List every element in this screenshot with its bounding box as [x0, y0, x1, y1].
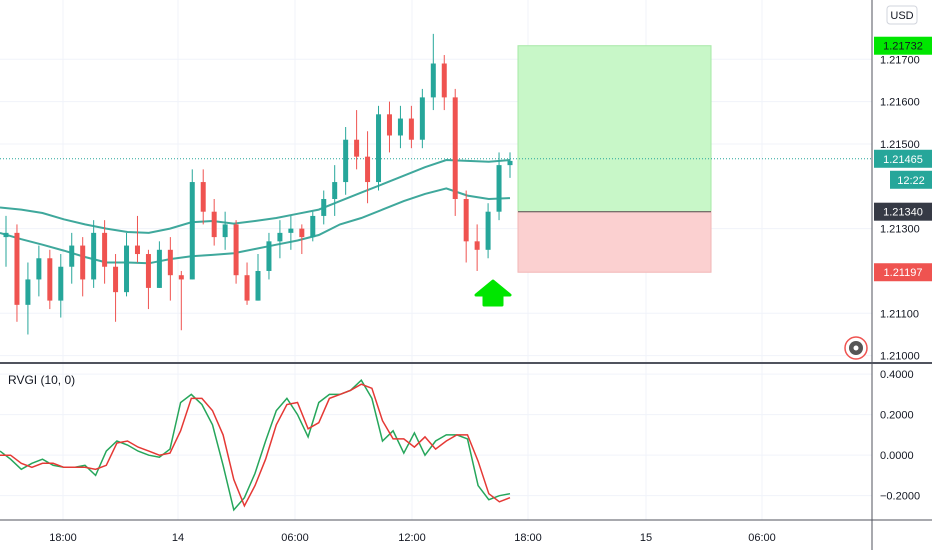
rvgi-line	[0, 379, 511, 512]
candle-body[interactable]	[244, 275, 250, 301]
x-tick-label: 14	[172, 532, 184, 544]
currency-label: USD	[890, 10, 913, 22]
candle-body[interactable]	[113, 266, 119, 293]
candle-body[interactable]	[69, 245, 75, 267]
candle-body[interactable]	[189, 182, 195, 280]
candle-body[interactable]	[463, 198, 469, 242]
candle-body[interactable]	[277, 232, 283, 242]
candle-body[interactable]	[354, 139, 360, 157]
candle-body[interactable]	[134, 245, 140, 255]
candle-body[interactable]	[485, 211, 491, 250]
candle-body[interactable]	[255, 270, 261, 301]
candle-body[interactable]	[365, 156, 371, 183]
indicator-title: RVGI (10, 0)	[8, 373, 75, 387]
position-zones	[0, 45, 872, 273]
signal-line	[0, 383, 511, 508]
candle-body[interactable]	[452, 97, 458, 199]
candle-body[interactable]	[58, 266, 64, 301]
candle-body[interactable]	[441, 63, 447, 98]
stop-zone	[517, 211, 712, 273]
candle-body[interactable]	[266, 241, 272, 271]
target-price-label-background	[874, 36, 932, 55]
candle-body[interactable]	[167, 249, 173, 276]
indicator-y-tick-label: −0.2000	[880, 491, 920, 503]
candle-body[interactable]	[419, 97, 425, 140]
candle-body[interactable]	[233, 224, 239, 276]
candle-body[interactable]	[156, 249, 162, 288]
settings-button[interactable]	[844, 336, 868, 360]
candle-body[interactable]	[145, 254, 151, 288]
indicator-y-tick-label: 0.0000	[880, 450, 914, 462]
y-tick-label: 1.21500	[880, 139, 920, 151]
candle-body[interactable]	[91, 232, 97, 280]
candle-body[interactable]	[376, 114, 382, 183]
candle-body[interactable]	[507, 160, 513, 166]
candle-body[interactable]	[332, 182, 338, 199]
candle-body[interactable]	[211, 211, 217, 238]
candle-body[interactable]	[408, 118, 414, 140]
candle-body[interactable]	[310, 215, 316, 238]
candle-body[interactable]	[102, 232, 108, 267]
y-tick-label: 1.21700	[880, 54, 920, 66]
indicator-y-tick-label: 0.2000	[880, 410, 914, 422]
candle-body[interactable]	[80, 245, 86, 280]
target-zone	[517, 45, 712, 213]
x-tick-label: 18:00	[514, 532, 542, 544]
y-tick-label: 1.21000	[880, 351, 920, 363]
y-tick-label: 1.21100	[880, 308, 919, 320]
y-tick-label: 1.21600	[880, 97, 920, 109]
x-tick-label: 12:00	[398, 532, 426, 544]
x-tick-label: 06:00	[281, 532, 309, 544]
entry-price-label-background	[874, 202, 932, 221]
candle-body[interactable]	[299, 228, 305, 238]
arrow-up-icon	[474, 279, 512, 307]
candle-body[interactable]	[474, 241, 480, 250]
stop-price-label-background	[874, 263, 932, 282]
candle-body[interactable]	[496, 165, 502, 212]
candle-body[interactable]	[397, 118, 403, 136]
price-labels: 1.21732 1.21465 1.21340 1.21197 12:22	[874, 36, 932, 282]
stop-price-label: 1.21197	[884, 267, 923, 279]
candle-body[interactable]	[288, 228, 294, 233]
current-price-label: 1.21465	[883, 154, 923, 166]
target-price-label: 1.21732	[883, 41, 923, 53]
x-tick-label: 15	[640, 532, 652, 544]
candle-body[interactable]	[222, 224, 228, 238]
ema_fast-line	[0, 158, 511, 234]
candle-body[interactable]	[343, 139, 349, 183]
rvgi-indicator[interactable]	[0, 379, 511, 512]
candle-body[interactable]	[14, 232, 20, 305]
currency-selector[interactable]	[886, 5, 918, 25]
current-price-label-background	[874, 149, 932, 168]
candle-body[interactable]	[178, 275, 184, 280]
candle-body[interactable]	[25, 279, 31, 305]
y-tick-label: 1.21300	[880, 224, 920, 236]
candle-body[interactable]	[200, 182, 206, 212]
candle-body[interactable]	[321, 198, 327, 216]
candle-body[interactable]	[36, 258, 42, 280]
entry-price-label: 1.21340	[883, 207, 923, 219]
x-tick-label: 18:00	[49, 532, 77, 544]
candle-body[interactable]	[430, 63, 436, 98]
indicator-y-tick-label: 0.4000	[880, 369, 914, 381]
x-tick-label: 06:00	[748, 532, 776, 544]
candle-body[interactable]	[124, 245, 130, 293]
candle-body[interactable]	[3, 232, 9, 238]
candle-body[interactable]	[47, 258, 53, 301]
countdown-label: 12:22	[897, 175, 925, 187]
candle-body[interactable]	[386, 114, 392, 136]
candlestick-series[interactable]	[3, 33, 513, 335]
countdown-background	[890, 170, 932, 189]
